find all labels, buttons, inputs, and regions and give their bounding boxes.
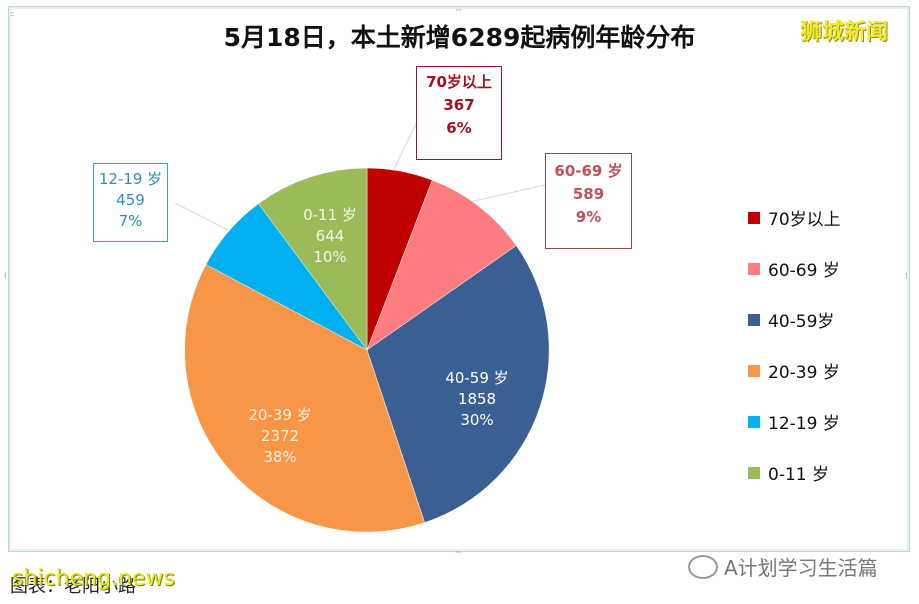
legend-item-12-19: 12-19 岁 xyxy=(748,396,841,447)
legend-swatch xyxy=(748,262,760,275)
slice-40-59[interactable] xyxy=(366,245,550,523)
label-category: 0-11 岁 xyxy=(303,206,357,224)
legend-swatch xyxy=(748,211,760,224)
data-label-0-11: 0-11 岁 644 10% xyxy=(287,205,373,268)
label-percent: 6% xyxy=(446,119,472,137)
data-label-40-59: 40-59 岁 1858 30% xyxy=(432,368,522,431)
wechat-account-name: A计划学习生活篇 xyxy=(724,556,878,580)
wechat-account-watermark: A计划学习生活篇 xyxy=(688,552,878,581)
source-credit: 图表：老阳小路 shicheng.news xyxy=(10,566,175,598)
legend-swatch xyxy=(748,415,760,428)
chart-area-frame[interactable] xyxy=(8,6,910,552)
label-value: 367 xyxy=(443,96,475,114)
legend-label: 0-11 岁 xyxy=(768,465,829,485)
legend-label: 20-39 岁 xyxy=(768,363,840,383)
leader-line-60 xyxy=(469,184,546,203)
wechat-icon xyxy=(688,554,718,579)
label-percent: 7% xyxy=(118,212,143,230)
legend-label: 40-59岁 xyxy=(768,312,835,332)
site-watermark: shicheng.news xyxy=(12,566,175,591)
label-percent: 9% xyxy=(575,208,602,226)
label-category: 12-19 岁 xyxy=(98,170,163,188)
legend-swatch xyxy=(748,313,760,326)
label-category: 60-69 岁 xyxy=(554,162,623,180)
leader-line-70 xyxy=(392,119,419,172)
source-label: 图表：老阳小路 xyxy=(10,576,136,597)
legend-item-20-39: 20-39 岁 xyxy=(748,345,841,396)
chart-legend: 70岁以上 60-69 岁 40-59岁 20-39 岁 12-19 岁 0-1… xyxy=(748,192,841,498)
resize-handle-right[interactable]: ⁞ xyxy=(905,271,907,280)
slice-0-11[interactable] xyxy=(258,167,368,351)
data-label-60-69: 60-69 岁 589 9% xyxy=(545,153,632,249)
data-label-12-19: 12-19 岁 459 7% xyxy=(93,163,168,242)
data-label-20-39: 20-39 岁 2372 38% xyxy=(235,405,325,468)
legend-label: 70岁以上 xyxy=(768,210,841,230)
legend-swatch xyxy=(748,466,760,479)
watermark-logo-text: 狮城新闻 xyxy=(800,20,889,45)
resize-handle-bottom[interactable]: ···· xyxy=(455,548,462,557)
label-value: 2372 xyxy=(260,427,300,445)
leader-line-12 xyxy=(174,202,229,231)
label-value: 1858 xyxy=(457,390,497,408)
label-value: 589 xyxy=(572,185,605,203)
legend-label: 12-19 岁 xyxy=(768,414,840,434)
label-category: 40-59 岁 xyxy=(445,369,509,387)
legend-item-0-11: 0-11 岁 xyxy=(748,447,841,498)
label-category: 70岁以上 xyxy=(426,73,492,91)
label-percent: 30% xyxy=(460,411,494,429)
data-label-70-plus: 70岁以上 367 6% xyxy=(416,66,502,160)
resize-handle-top-left[interactable]: :: xyxy=(10,9,15,18)
slice-60-69[interactable] xyxy=(366,179,517,351)
resize-handle-left[interactable]: ⁞ xyxy=(4,271,6,280)
resize-handle-top[interactable]: ···· xyxy=(455,6,462,15)
legend-item-60-69: 60-69 岁 xyxy=(748,243,841,294)
label-value: 459 xyxy=(116,191,145,209)
legend-item-70-plus: 70岁以上 xyxy=(748,192,841,243)
label-value: 644 xyxy=(315,227,345,245)
legend-label: 60-69 岁 xyxy=(768,261,840,281)
slice-20-39[interactable] xyxy=(184,264,425,533)
chart-title: 5月18日，本土新增6289起病例年龄分布 xyxy=(223,23,696,52)
label-percent: 38% xyxy=(263,448,297,466)
legend-swatch xyxy=(748,364,760,377)
legend-item-40-59: 40-59岁 xyxy=(748,294,841,345)
label-category: 20-39 岁 xyxy=(248,406,312,424)
label-percent: 10% xyxy=(313,248,347,266)
